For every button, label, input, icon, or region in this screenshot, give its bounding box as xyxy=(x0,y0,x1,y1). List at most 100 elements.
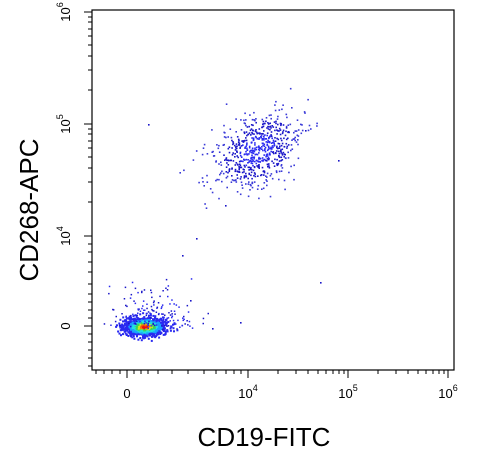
event-dot xyxy=(127,317,129,319)
event-dot xyxy=(287,144,290,146)
event-dot xyxy=(260,133,263,135)
event-dot xyxy=(245,119,247,121)
event-dot xyxy=(201,177,204,179)
event-dot xyxy=(132,315,135,318)
event-dot xyxy=(258,156,260,159)
event-dot xyxy=(266,155,269,157)
event-dot xyxy=(166,325,168,327)
event-dot xyxy=(276,137,278,140)
event-dot xyxy=(243,177,246,179)
event-dot xyxy=(171,315,174,317)
event-dot xyxy=(260,174,263,176)
event-dot xyxy=(132,313,134,316)
event-dot xyxy=(155,320,158,323)
event-dot xyxy=(124,328,127,331)
event-dot xyxy=(256,132,258,135)
event-dot xyxy=(284,153,286,156)
event-dot xyxy=(244,112,246,115)
event-dot xyxy=(186,320,188,322)
event-dot xyxy=(264,159,267,162)
event-dot xyxy=(236,174,238,176)
event-dot xyxy=(103,323,106,325)
event-dot xyxy=(148,331,151,334)
event-dot xyxy=(146,325,149,328)
event-dot xyxy=(143,329,146,332)
event-dot xyxy=(131,321,134,324)
event-dot xyxy=(154,329,157,332)
event-dot xyxy=(243,131,246,133)
event-dot xyxy=(280,150,282,152)
event-dot xyxy=(271,145,274,147)
event-dot xyxy=(248,161,250,163)
event-dot xyxy=(126,323,129,326)
event-dot xyxy=(295,130,298,132)
event-dot xyxy=(253,119,255,121)
event-dot xyxy=(247,166,250,169)
event-dot xyxy=(146,326,149,329)
event-dot xyxy=(255,153,258,156)
event-dot xyxy=(159,333,162,335)
event-dot xyxy=(118,332,121,335)
event-dot xyxy=(251,154,253,157)
event-dot xyxy=(257,184,260,187)
event-dot xyxy=(133,320,136,323)
event-dot xyxy=(251,152,254,154)
event-dot xyxy=(159,295,161,298)
event-dot xyxy=(282,129,285,132)
event-dot xyxy=(238,168,240,171)
event-dot xyxy=(253,156,256,158)
event-dot xyxy=(262,144,264,147)
event-dot xyxy=(181,324,183,327)
event-dot xyxy=(271,177,274,180)
event-dot xyxy=(258,149,261,152)
event-dot xyxy=(247,162,249,164)
event-dot xyxy=(241,187,244,189)
event-dot xyxy=(152,314,155,317)
event-dot xyxy=(273,144,276,146)
event-dot xyxy=(250,166,252,169)
event-dot xyxy=(241,140,243,142)
event-dot xyxy=(247,177,249,180)
event-dot xyxy=(229,159,232,162)
event-dot xyxy=(243,140,245,143)
event-dot xyxy=(253,172,256,174)
event-dot xyxy=(175,323,177,325)
event-dot xyxy=(265,138,267,140)
event-dot xyxy=(249,167,252,170)
event-dot xyxy=(232,152,234,154)
event-dot xyxy=(223,136,226,138)
event-dot xyxy=(285,138,288,141)
event-dot xyxy=(248,169,250,171)
event-dot xyxy=(283,179,286,182)
event-dot xyxy=(303,111,306,113)
event-dot xyxy=(215,179,217,182)
event-dot xyxy=(192,159,195,161)
event-dot xyxy=(158,323,161,326)
event-dot xyxy=(145,334,148,337)
event-dot xyxy=(211,151,213,153)
event-dot xyxy=(137,291,139,294)
event-dot xyxy=(277,150,280,153)
event-dot xyxy=(125,323,127,325)
event-dot xyxy=(121,323,124,326)
event-dot xyxy=(173,330,175,333)
event-dot xyxy=(251,131,253,134)
event-dot xyxy=(255,136,257,139)
event-dot xyxy=(269,125,272,128)
event-dot xyxy=(129,318,132,321)
event-dot xyxy=(130,321,133,324)
event-dot xyxy=(142,327,145,330)
event-dot xyxy=(161,325,163,327)
event-dot xyxy=(128,317,131,320)
event-dot xyxy=(273,142,275,145)
x-tick-label-0: 0 xyxy=(123,386,130,401)
event-dot xyxy=(167,285,170,287)
event-dot xyxy=(266,134,268,137)
event-dot xyxy=(145,320,148,323)
event-dot xyxy=(297,135,300,137)
event-dot xyxy=(235,146,237,148)
event-dot xyxy=(271,125,274,127)
event-dot xyxy=(259,147,262,150)
event-dot xyxy=(116,324,119,327)
